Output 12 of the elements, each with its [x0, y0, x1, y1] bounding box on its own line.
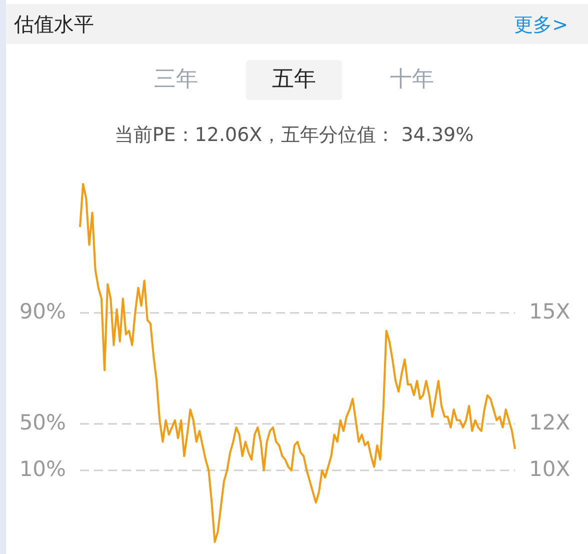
chart-title: 估值水平 — [14, 11, 94, 38]
text: 12X — [529, 410, 570, 434]
text: 15X — [529, 299, 570, 324]
text: 90% — [19, 299, 66, 324]
text: 三年 — [153, 66, 199, 94]
text: 更多> — [514, 13, 568, 38]
text: 五年 — [246, 60, 342, 100]
text: 50% — [19, 410, 66, 434]
text: 10X — [529, 456, 570, 481]
text: 10% — [19, 456, 66, 481]
chart-subtitle: 当前PE：12.06X，五年分位值： 34.39% — [113, 123, 475, 148]
text: 十年 — [389, 66, 435, 94]
